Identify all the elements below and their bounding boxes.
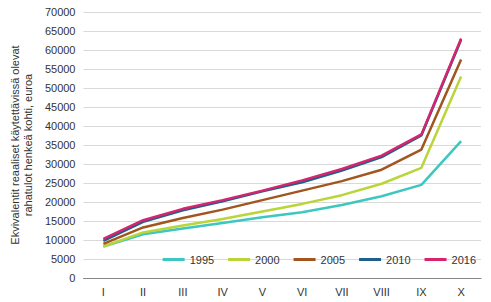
svg-text:VI: VI (297, 286, 307, 298)
svg-text:VIII: VIII (373, 286, 390, 298)
svg-text:0: 0 (69, 272, 75, 284)
svg-text:50000: 50000 (45, 82, 76, 94)
svg-text:1995: 1995 (190, 254, 214, 266)
svg-text:II: II (140, 286, 146, 298)
svg-text:IX: IX (416, 286, 427, 298)
svg-text:60000: 60000 (45, 44, 76, 56)
svg-text:2000: 2000 (255, 254, 279, 266)
svg-text:2005: 2005 (321, 254, 345, 266)
svg-text:V: V (259, 286, 267, 298)
svg-text:10000: 10000 (45, 234, 76, 246)
svg-text:20000: 20000 (45, 196, 76, 208)
svg-text:45000: 45000 (45, 101, 76, 113)
svg-text:35000: 35000 (45, 139, 76, 151)
svg-text:55000: 55000 (45, 63, 76, 75)
svg-text:X: X (457, 286, 465, 298)
svg-text:III: III (178, 286, 187, 298)
svg-text:VII: VII (335, 286, 348, 298)
svg-text:70000: 70000 (45, 6, 76, 18)
svg-text:25000: 25000 (45, 177, 76, 189)
svg-text:15000: 15000 (45, 215, 76, 227)
svg-text:IV: IV (217, 286, 228, 298)
svg-text:2010: 2010 (386, 254, 410, 266)
svg-text:Ekvivalentit reaaliset käytett: Ekvivalentit reaaliset käytettävissä ole… (9, 45, 21, 244)
svg-text:65000: 65000 (45, 25, 76, 37)
svg-text:30000: 30000 (45, 158, 76, 170)
svg-text:I: I (102, 286, 105, 298)
svg-text:40000: 40000 (45, 120, 76, 132)
svg-text:rahatulot henkeä kohti, euroa: rahatulot henkeä kohti, euroa (22, 73, 34, 216)
svg-text:2016: 2016 (452, 254, 476, 266)
svg-text:5000: 5000 (51, 253, 75, 265)
